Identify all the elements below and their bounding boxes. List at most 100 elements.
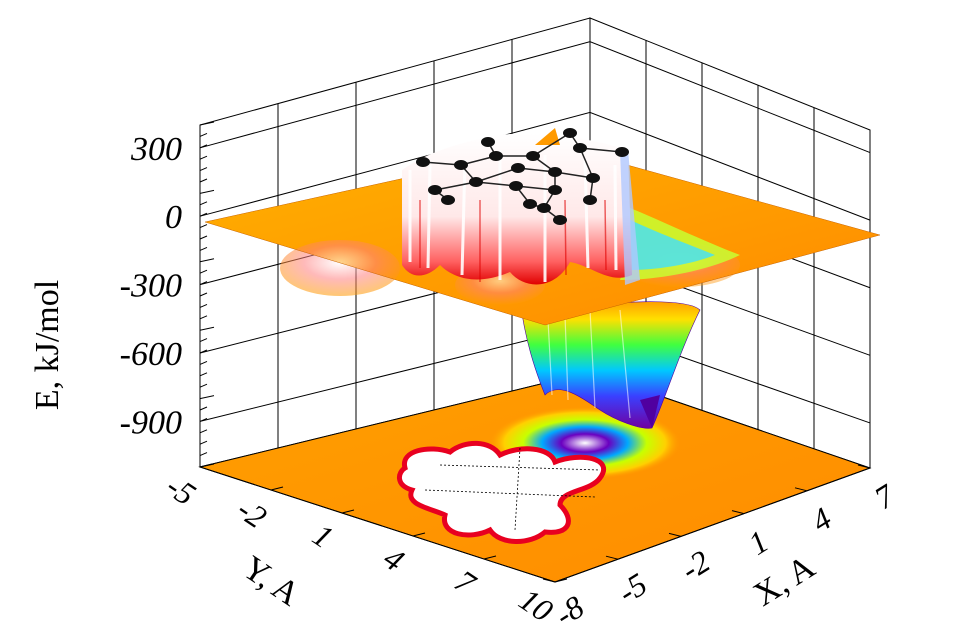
- z-tick-mark: [199, 121, 215, 126]
- x-tick-mark: [731, 510, 745, 515]
- z-axis-label: E, kJ/mol: [29, 280, 66, 410]
- bond: [579, 147, 623, 153]
- x-tick-label: -8: [548, 588, 590, 625]
- atom: [416, 157, 430, 167]
- atom: [489, 151, 503, 161]
- atom: [509, 181, 523, 191]
- z-tick-mark: [199, 417, 208, 422]
- z-tick-mark: [199, 349, 208, 354]
- atom: [526, 151, 540, 161]
- atom: [573, 143, 587, 153]
- z-tick-label: -600: [120, 336, 182, 373]
- well-rim-inner: [620, 215, 715, 270]
- atom: [553, 215, 567, 225]
- y-tick-mark: [554, 578, 568, 583]
- z-tick-mark: [199, 167, 208, 172]
- z-tick-mark: [199, 212, 208, 217]
- floor-grid-line: [439, 464, 601, 471]
- z-tick-mark: [199, 383, 208, 388]
- well-stripe: [589, 309, 596, 409]
- x-tick-label: 4: [805, 500, 838, 539]
- floor-grid-line: [424, 489, 596, 498]
- z-tick-mark: [199, 315, 208, 320]
- z-tick-mark: [199, 360, 208, 365]
- z-tick-label: -300: [120, 268, 182, 305]
- y-axis-label: Y, A: [236, 549, 307, 613]
- cap-stripe: [460, 159, 467, 276]
- cap-stripe: [583, 159, 590, 269]
- floor-grid-line: [514, 447, 521, 531]
- x-tick-label: 1: [742, 523, 775, 562]
- y-axis-line: [199, 466, 556, 583]
- z-tick-mark: [199, 235, 208, 240]
- cap-stripe: [426, 164, 432, 269]
- z-tick-mark: [199, 144, 208, 149]
- z-tick-mark: [199, 281, 208, 286]
- atom: [469, 177, 483, 187]
- top-spike: [535, 128, 560, 145]
- well-stripe: [564, 314, 569, 401]
- atom: [563, 128, 577, 138]
- atom: [481, 137, 495, 147]
- well-stripe: [547, 319, 553, 396]
- x-tick-mark: [857, 464, 871, 469]
- molecule: [416, 128, 629, 225]
- floor-repulsive-region: [397, 440, 606, 544]
- atom: [454, 160, 468, 170]
- y-tick-mark: [199, 463, 213, 468]
- z-tick-mark: [199, 303, 208, 308]
- front-axes: [199, 121, 871, 583]
- cap-spike: [620, 150, 640, 285]
- atom: [537, 203, 551, 213]
- z-tick-mark: [199, 269, 208, 274]
- x-tick-label: -5: [611, 566, 653, 611]
- bond: [475, 167, 519, 183]
- z-tick-mark: [199, 201, 208, 206]
- z-tick-label: -900: [120, 404, 182, 441]
- cap-stripe: [604, 199, 607, 271]
- z-tick-mark: [199, 395, 215, 400]
- wall-grid-line: [199, 111, 871, 221]
- cap-stripe: [613, 164, 618, 271]
- y-tick-label: -5: [160, 468, 202, 513]
- y-tick-label: -2: [231, 491, 273, 536]
- z-tick-mark: [199, 452, 208, 457]
- bond: [532, 132, 571, 157]
- atom: [511, 163, 525, 173]
- y-tick-label: 7: [448, 562, 483, 602]
- atom: [586, 173, 600, 183]
- repulsive-cap: [402, 128, 640, 285]
- atom: [441, 195, 455, 205]
- bond: [579, 147, 594, 179]
- z-tick-mark: [199, 155, 208, 160]
- z-tick-mark: [199, 224, 208, 229]
- potential-well: [519, 299, 701, 429]
- z-tick-mark: [199, 189, 215, 194]
- atom: [428, 185, 442, 195]
- z-tick-mark: [199, 132, 208, 137]
- z-tick-mark: [199, 406, 208, 411]
- cap-stripe: [564, 199, 567, 276]
- z-tick-mark: [199, 429, 208, 434]
- y-tick-mark: [412, 532, 426, 537]
- y-tick-label: 1: [306, 516, 339, 555]
- x-tick-mark: [605, 555, 619, 560]
- bond: [434, 181, 477, 191]
- atom: [583, 195, 597, 205]
- atom: [523, 199, 537, 209]
- x-tick-mark: [542, 578, 556, 583]
- z-tick-mark: [199, 292, 208, 297]
- well-tip: [640, 395, 660, 428]
- atom: [548, 185, 562, 195]
- y-tick-mark: [270, 486, 284, 491]
- z-tick-mark: [199, 178, 208, 183]
- atom: [615, 147, 629, 157]
- z-tick-mark: [199, 246, 208, 251]
- y-tick-mark: [341, 509, 355, 514]
- x-tick-label: -2: [674, 543, 716, 588]
- z-tick-mark: [199, 440, 208, 445]
- wall-grid-line: [199, 41, 871, 153]
- y-tick-mark: [483, 555, 497, 560]
